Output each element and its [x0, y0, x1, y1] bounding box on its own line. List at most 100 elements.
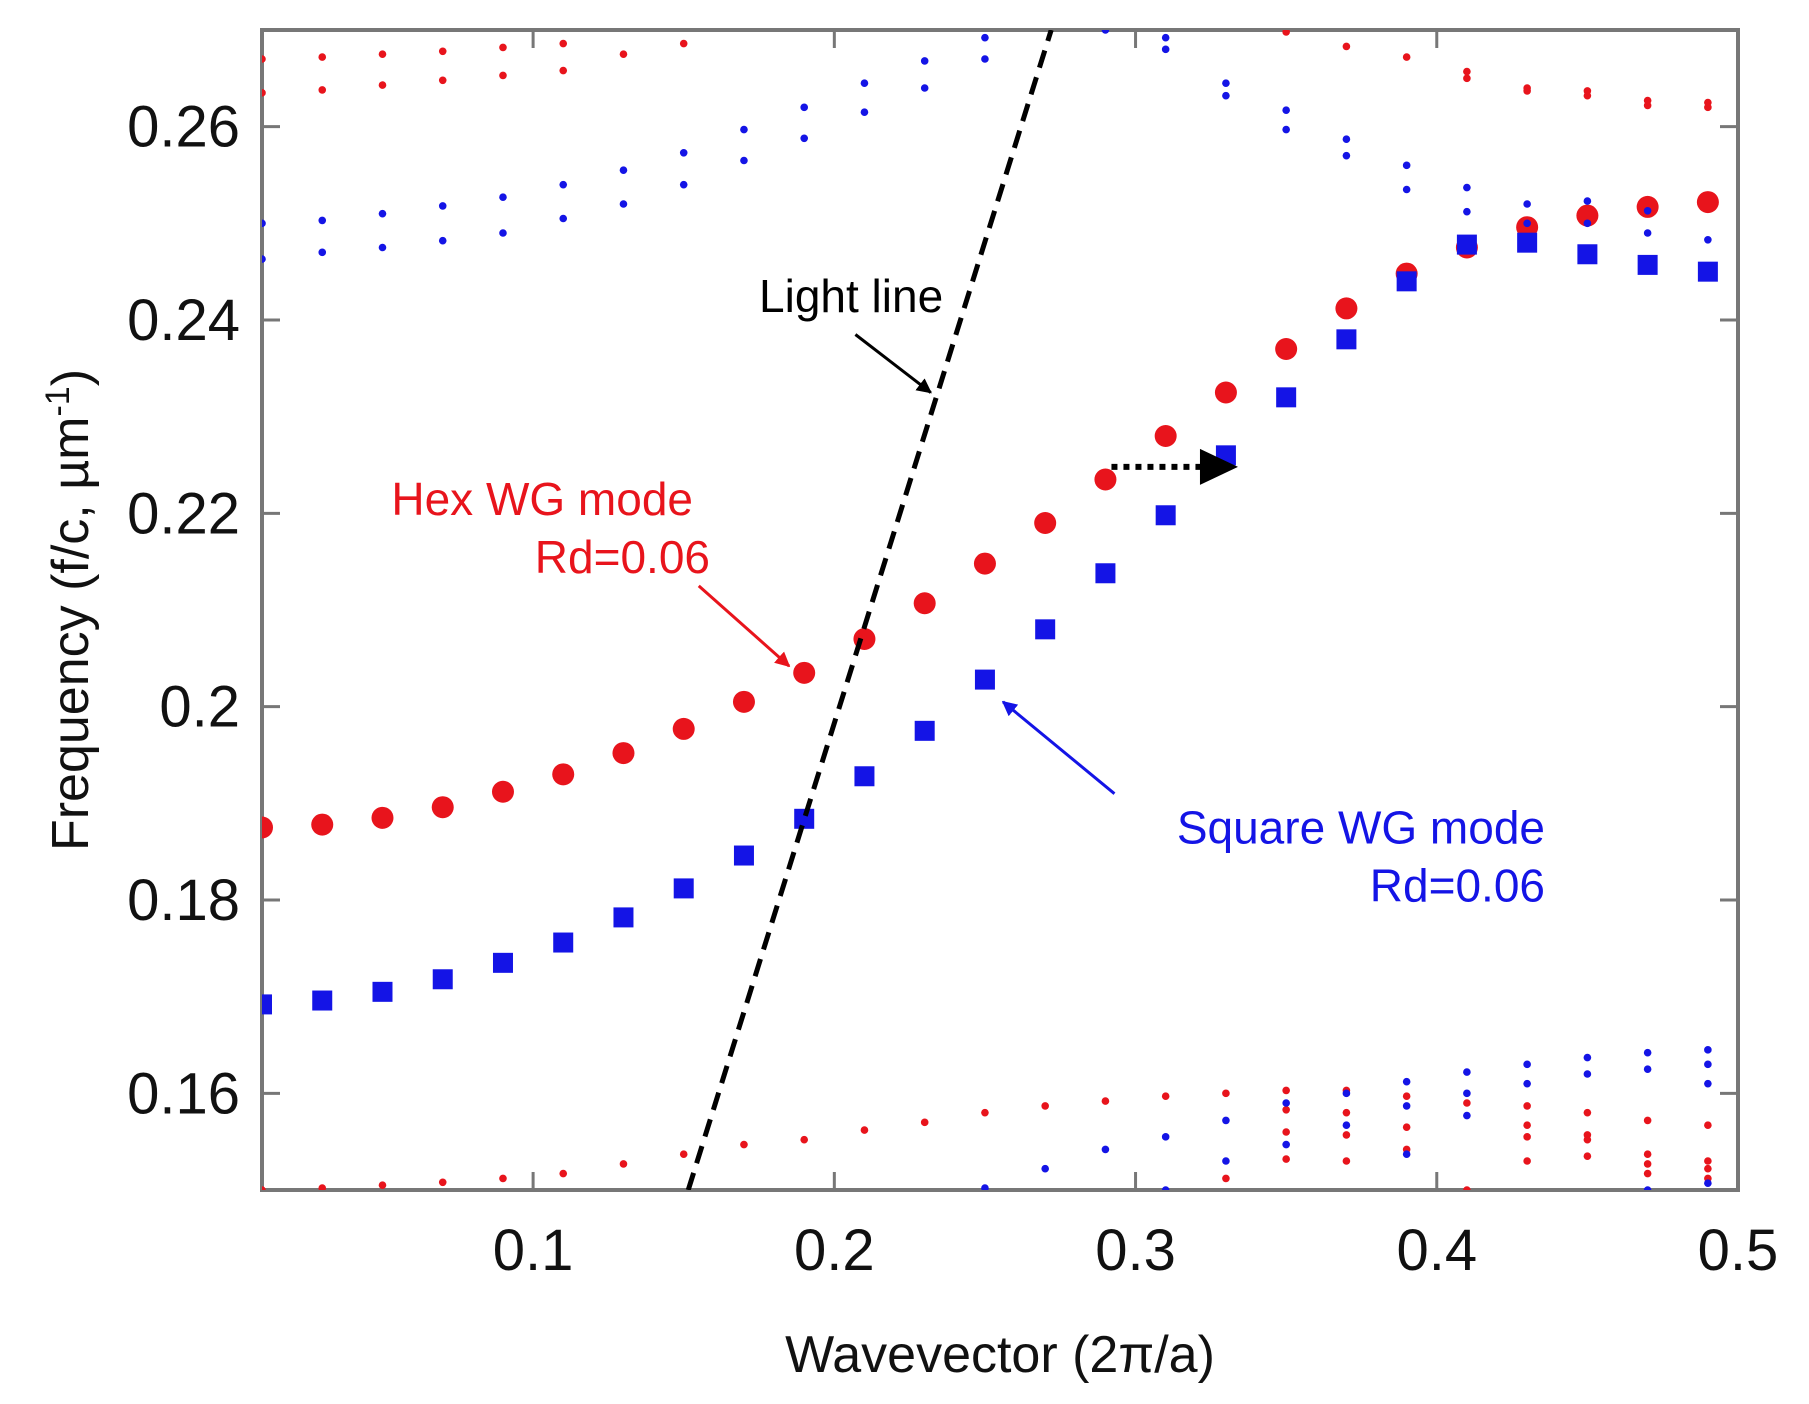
hex-mode-point	[371, 806, 394, 829]
square-mode-point	[794, 808, 815, 829]
hex-band-dot	[1463, 1099, 1471, 1107]
hex-mode-point	[1275, 338, 1298, 360]
hex-mode-point	[1576, 204, 1599, 227]
hex-band-dot	[920, 1118, 929, 1127]
hex-mode-point	[262, 816, 273, 839]
square-label-line2: Rd=0.06	[1370, 860, 1545, 912]
square-band-dot	[1583, 1070, 1592, 1078]
square-band-dot	[1402, 161, 1411, 170]
hex-band-dot	[499, 43, 507, 52]
square-mode-point	[492, 952, 513, 973]
hex-band-dot	[378, 1181, 387, 1189]
hex-band-dot	[1523, 1133, 1531, 1141]
hex-band-dot	[1342, 42, 1351, 51]
hex-mode-point	[491, 780, 514, 803]
square-band-dot	[559, 214, 568, 223]
square-band-dot	[559, 180, 568, 189]
hex-mode-point	[672, 717, 695, 740]
square-mode-point	[1517, 232, 1538, 253]
square-band-dot	[1342, 1121, 1351, 1130]
hex-band-dot	[559, 66, 568, 75]
square-band-dot	[1402, 1150, 1411, 1159]
hex-mode-point	[311, 813, 334, 836]
square-mode-point	[673, 878, 694, 899]
square-band-dot	[499, 229, 507, 237]
square-band-dot	[1523, 200, 1531, 208]
hex-band-dot	[378, 81, 387, 89]
hex-band-dot	[378, 50, 387, 58]
square-band-dot	[981, 1184, 989, 1190]
hex-band-dot	[1342, 1157, 1351, 1165]
square-band-dot	[679, 148, 688, 157]
hex-band-dot	[1583, 1108, 1592, 1117]
hex-band-dot	[1643, 101, 1652, 110]
square-mode-point	[854, 766, 875, 787]
x-tick-label: 0.1	[493, 1218, 574, 1283]
hex-band-dot	[438, 1178, 447, 1187]
square-mode-point	[372, 981, 393, 1002]
hex-mode-point	[1034, 512, 1057, 534]
square-band-dot	[1222, 1116, 1230, 1125]
hex-band-dot	[318, 53, 327, 61]
hex-band-dot	[679, 1150, 688, 1159]
square-band-dot	[318, 248, 327, 257]
hex-band-dot	[1282, 1086, 1290, 1095]
square-label-line2-arrow	[1001, 700, 1116, 795]
square-band-dot	[1342, 151, 1351, 160]
light-line-label: Light line	[759, 270, 943, 322]
square-band-dot	[1463, 183, 1471, 192]
square-mode-point	[1697, 261, 1718, 282]
square-band-dot	[619, 166, 628, 174]
hex-band-dot	[318, 86, 327, 94]
x-axis-title: Wavevector (2π/a)	[785, 1326, 1215, 1384]
hex-band-dot	[1222, 1174, 1230, 1183]
square-band-dot	[318, 216, 327, 225]
hex-band-dot	[1402, 53, 1411, 61]
hex-band-dot	[1402, 1123, 1411, 1131]
square-mode-point	[312, 990, 333, 1011]
hex-band-dot	[1704, 1157, 1712, 1165]
square-band-dot	[1041, 1164, 1049, 1173]
hex-band-dot	[1704, 1121, 1712, 1130]
square-band-dot	[1342, 1089, 1351, 1098]
y-tick-label: 0.22	[127, 481, 240, 546]
x-tick-label: 0.5	[1698, 1218, 1779, 1283]
square-band-dot	[981, 55, 989, 63]
hex-band-dot	[1342, 1131, 1351, 1139]
hex-mode-point	[1214, 381, 1237, 404]
square-band-dot	[262, 255, 266, 263]
hex-mode-point	[732, 690, 755, 713]
square-mode-point	[432, 969, 453, 990]
hex-band-dot	[499, 1174, 507, 1183]
hex-band-dot	[559, 39, 568, 48]
square-band-dot	[499, 193, 507, 202]
hex-band-dot	[1222, 1089, 1230, 1098]
square-band-dot	[981, 33, 989, 42]
square-band-dot	[679, 180, 688, 189]
square-mode-point	[613, 907, 634, 928]
hex-band-dot	[262, 89, 266, 97]
square-band-dot	[1161, 45, 1170, 54]
hex-band-dot	[740, 1140, 748, 1149]
light-line-label-arrow	[854, 333, 932, 394]
square-band-dot	[1101, 1145, 1110, 1154]
square-mode-point	[974, 669, 995, 690]
square-band-dot	[438, 202, 447, 210]
square-band-dot	[1523, 1079, 1531, 1088]
hex-band-dot	[262, 1186, 266, 1190]
square-mode-point	[1095, 563, 1116, 584]
hex-mode-point	[1335, 297, 1358, 320]
square-band-dot	[1101, 30, 1110, 34]
square-band-dot	[378, 209, 387, 218]
y-tick-label: 0.24	[127, 288, 240, 353]
square-band-dot	[1643, 206, 1652, 215]
hex-label-line1: Hex WG mode	[391, 473, 693, 525]
plot-frame	[260, 28, 1740, 1192]
hex-mode-point	[612, 742, 635, 765]
hex-mode-point	[1154, 425, 1177, 447]
y-tick-label: 0.26	[127, 95, 240, 160]
hex-label-line2-arrow	[697, 584, 791, 668]
square-band-dot	[1222, 79, 1230, 87]
square-band-dot	[1463, 1068, 1471, 1076]
